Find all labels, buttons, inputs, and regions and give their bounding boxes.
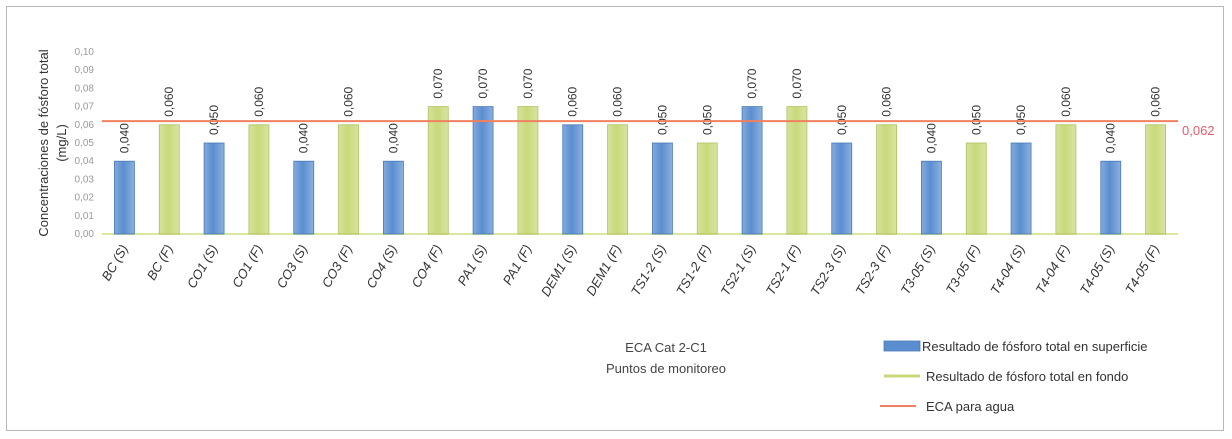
- bar-fondo: [427, 106, 449, 235]
- bar-fondo: [607, 124, 628, 235]
- bar-superficie: [831, 142, 853, 235]
- y-tick-label: 0,08: [75, 83, 95, 94]
- x-category-label: PA1 (F): [500, 242, 535, 287]
- bar-superficie: [921, 160, 942, 235]
- y-tick-label: 0,02: [75, 193, 95, 204]
- y-tick-label: 0,04: [75, 156, 95, 167]
- bar-fondo: [248, 124, 270, 235]
- bar-value-label: 0,060: [611, 86, 625, 116]
- bar-superficie: [1010, 142, 1032, 235]
- bar-superficie: [203, 142, 225, 235]
- bar-value-label: 0,070: [745, 68, 759, 98]
- bar-fondo: [786, 106, 808, 235]
- x-category-label: CO4 (F): [408, 242, 444, 290]
- bar-superficie: [652, 142, 673, 235]
- bar-value-label: 0,040: [924, 123, 938, 153]
- bar-fondo: [158, 124, 180, 235]
- y-axis-title: (mg/L): [54, 124, 69, 162]
- y-tick-label: 0,01: [75, 211, 95, 222]
- bar-value-label: 0,060: [252, 86, 266, 116]
- bar-fondo: [696, 142, 718, 235]
- x-category-label: CO1 (S): [184, 242, 221, 291]
- x-category-label: T4-05 (F): [1122, 242, 1162, 296]
- bar-fondo: [876, 124, 897, 235]
- eca-reference-label: 0,062: [1182, 123, 1215, 138]
- bar-value-label: 0,050: [700, 105, 714, 135]
- x-category-label: TS2-1 (S): [718, 242, 759, 298]
- bar-value-label: 0,050: [969, 105, 983, 135]
- bar-value-label: 0,040: [117, 123, 131, 153]
- legend-label: ECA para agua: [926, 399, 1015, 414]
- x-category-label: BC (F): [144, 242, 176, 283]
- legend-label: Resultado de fósforo total en superficie: [922, 339, 1147, 354]
- y-tick-label: 0,10: [75, 47, 95, 58]
- bar-value-label: 0,060: [1149, 86, 1163, 116]
- bar-superficie: [383, 160, 404, 235]
- bar-value-label: 0,070: [476, 68, 490, 98]
- x-category-label: PA1 (S): [454, 242, 489, 288]
- bar-value-label: 0,060: [880, 86, 894, 116]
- x-category-label: T3-05 (F): [943, 242, 983, 296]
- x-category-label: T3-05 (S): [898, 242, 938, 297]
- bar-value-label: 0,050: [655, 105, 669, 135]
- x-axis-title: ECA Cat 2-C1: [625, 340, 707, 355]
- y-tick-label: 0,07: [75, 102, 95, 113]
- bar-value-label: 0,060: [566, 86, 580, 116]
- bar-superficie: [114, 160, 135, 235]
- bar-value-label: 0,040: [297, 123, 311, 153]
- x-category-label: CO1 (F): [229, 242, 265, 290]
- y-tick-label: 0,06: [75, 120, 95, 131]
- x-category-label: BC (S): [99, 242, 131, 283]
- y-tick-label: 0,03: [75, 174, 95, 185]
- x-category-label: TS1-2 (S): [628, 242, 669, 298]
- bar-value-label: 0,040: [386, 123, 400, 153]
- y-axis-title: Concentraciones de fósforo total: [36, 49, 51, 236]
- x-category-label: TS1-2 (F): [673, 242, 714, 298]
- x-axis-title: Puntos de monitoreo: [606, 361, 726, 376]
- bar-fondo: [965, 142, 987, 235]
- x-category-label: T4-05 (S): [1077, 242, 1117, 297]
- bar-value-label: 0,060: [1059, 86, 1073, 116]
- x-category-label: CO4 (S): [363, 242, 400, 291]
- bar-superficie: [1100, 160, 1122, 235]
- x-category-label: T4-04 (F): [1032, 242, 1072, 296]
- y-tick-label: 0,00: [75, 229, 95, 240]
- bar-value-label: 0,050: [835, 105, 849, 135]
- y-tick-label: 0,05: [75, 138, 95, 149]
- bar-superficie: [472, 106, 494, 235]
- bar-superficie: [293, 160, 315, 235]
- y-tick-label: 0,09: [75, 65, 95, 76]
- bar-fondo: [517, 106, 539, 235]
- x-category-label: TS2-1 (F): [763, 242, 804, 298]
- bar-value-label: 0,060: [162, 86, 176, 116]
- bar-fondo: [338, 124, 359, 235]
- x-category-label: T4-04 (S): [987, 242, 1027, 297]
- bar-value-label: 0,050: [1014, 105, 1028, 135]
- bar-value-label: 0,060: [342, 86, 356, 116]
- bar-superficie: [562, 124, 584, 235]
- legend-swatch-superficie: [883, 340, 921, 352]
- x-category-label: DEM1 (F): [583, 242, 624, 298]
- bar-value-label: 0,070: [431, 68, 445, 98]
- bar-fondo: [1055, 124, 1077, 235]
- bar-value-label: 0,050: [207, 105, 221, 135]
- x-category-label: DEM1 (S): [538, 242, 580, 299]
- x-category-label: TS2-3 (F): [852, 242, 893, 298]
- x-category-label: CO3 (S): [274, 242, 311, 291]
- bar-value-label: 0,070: [790, 68, 804, 98]
- bar-value-label: 0,070: [521, 68, 535, 98]
- x-category-label: CO3 (F): [319, 242, 355, 290]
- x-category-label: TS2-3 (S): [807, 242, 848, 298]
- bar-value-label: 0,040: [1104, 123, 1118, 153]
- legend-label: Resultado de fósforo total en fondo: [926, 369, 1128, 384]
- bar-superficie: [741, 106, 763, 235]
- bar-fondo: [1145, 124, 1166, 235]
